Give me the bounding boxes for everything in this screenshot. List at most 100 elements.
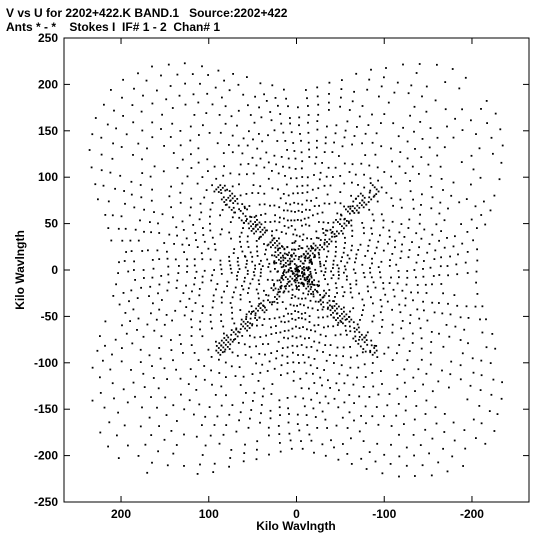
uv-point — [400, 250, 403, 253]
uv-point — [244, 276, 246, 279]
uv-point — [195, 270, 198, 273]
uv-point — [341, 312, 343, 315]
uv-point — [270, 246, 272, 249]
uv-point — [318, 248, 321, 251]
uv-point — [282, 259, 285, 262]
uv-point — [256, 440, 259, 443]
uv-point — [306, 257, 309, 260]
uv-point — [368, 164, 371, 167]
uv-point — [278, 237, 280, 240]
uv-point — [282, 274, 285, 276]
uv-point — [343, 227, 345, 230]
uv-point — [244, 354, 247, 356]
uv-point — [102, 184, 105, 187]
uv-point — [345, 208, 347, 211]
uv-point — [194, 302, 197, 304]
uv-point — [320, 270, 323, 273]
uv-point — [446, 470, 449, 473]
uv-point — [255, 214, 258, 217]
uv-point — [293, 258, 296, 261]
uv-point — [225, 199, 228, 201]
uv-point — [229, 457, 232, 459]
uv-point — [250, 216, 253, 218]
uv-point — [121, 239, 124, 242]
uv-point — [298, 288, 300, 291]
uv-point — [448, 386, 450, 389]
uv-point — [430, 341, 433, 343]
uv-point — [166, 250, 168, 253]
uv-point — [299, 133, 301, 135]
uv-point — [396, 387, 399, 390]
uv-point — [171, 122, 174, 125]
uv-point — [271, 301, 274, 303]
uv-point — [265, 100, 268, 102]
uv-point — [287, 421, 290, 424]
uv-point — [424, 428, 427, 431]
uv-point — [254, 267, 256, 270]
uv-point — [246, 329, 248, 332]
uv-point — [411, 165, 414, 168]
uv-point — [185, 306, 188, 308]
uv-point — [310, 329, 312, 332]
uv-point — [180, 393, 182, 396]
uv-point — [352, 383, 355, 386]
uv-point — [226, 346, 229, 348]
uv-point — [242, 320, 245, 323]
uv-point — [308, 261, 311, 264]
uv-point — [132, 308, 135, 311]
uv-point — [377, 190, 380, 193]
uv-point — [224, 189, 227, 192]
uv-point — [424, 283, 427, 286]
uv-point — [96, 349, 99, 352]
uv-point — [301, 267, 304, 270]
uv-point — [214, 394, 217, 396]
uv-point — [369, 182, 372, 184]
uv-point — [303, 217, 306, 220]
uv-point — [358, 430, 361, 433]
uv-point — [249, 417, 251, 420]
uv-point — [234, 200, 237, 202]
uv-point — [170, 339, 172, 341]
uv-point — [316, 139, 318, 142]
uv-point — [310, 247, 313, 250]
uv-point — [256, 319, 258, 321]
uv-point — [241, 285, 243, 287]
uv-point — [271, 187, 274, 190]
uv-point — [346, 318, 348, 320]
uv-point — [193, 413, 195, 416]
uv-point — [301, 270, 304, 273]
uv-point — [287, 407, 289, 410]
uv-point — [266, 258, 269, 261]
uv-point — [287, 290, 290, 293]
uv-point — [287, 268, 290, 271]
uv-point — [256, 255, 259, 257]
y-tick-label: 100 — [38, 170, 58, 184]
uv-point — [310, 286, 313, 288]
uv-point — [201, 335, 204, 338]
uv-point — [382, 249, 385, 252]
uv-point — [237, 144, 240, 147]
uv-point — [351, 235, 354, 237]
uv-point — [339, 333, 342, 336]
uv-point — [285, 232, 287, 235]
uv-point — [151, 102, 154, 105]
uv-point — [178, 265, 180, 267]
uv-point — [323, 369, 325, 371]
uv-point — [136, 329, 138, 331]
uv-point — [274, 287, 277, 290]
uv-point — [327, 166, 330, 169]
uv-point — [122, 292, 125, 294]
uv-point — [283, 217, 285, 220]
uv-point — [275, 332, 277, 334]
uv-point — [317, 324, 320, 326]
uv-point — [363, 363, 366, 366]
uv-point — [226, 280, 229, 283]
uv-point — [151, 65, 153, 68]
uv-point — [258, 133, 260, 135]
uv-point — [106, 123, 109, 126]
uv-point — [322, 316, 324, 319]
uv-point — [294, 240, 297, 242]
uv-point — [99, 392, 102, 394]
uv-point — [441, 369, 443, 372]
uv-point — [223, 350, 226, 353]
